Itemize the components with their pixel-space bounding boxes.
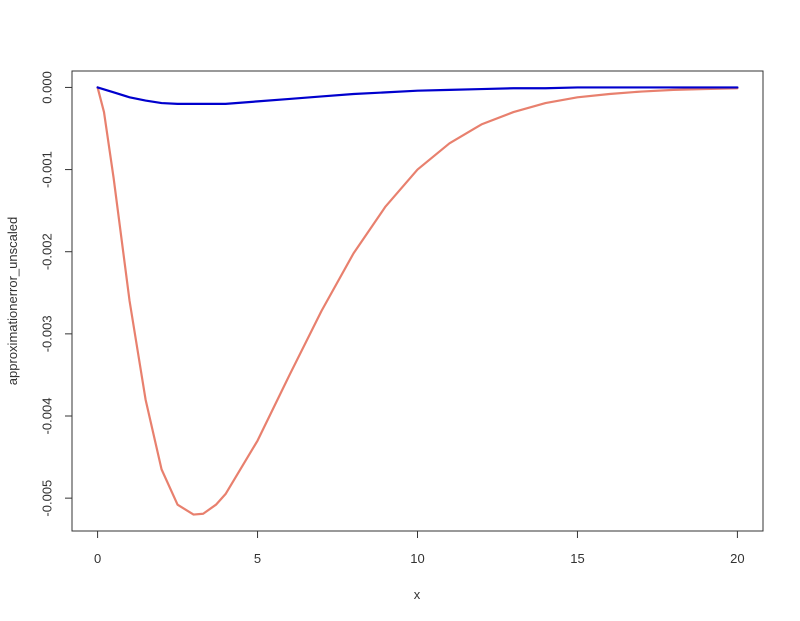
x-tick-label: 15 bbox=[570, 551, 584, 566]
y-tick-label: -0.001 bbox=[39, 151, 54, 188]
x-tick-label: 20 bbox=[730, 551, 744, 566]
x-tick-label: 10 bbox=[410, 551, 424, 566]
y-axis-title: approximationerror_unscaled bbox=[5, 217, 20, 385]
x-axis: 0 5 10 15 20 bbox=[94, 530, 745, 566]
series-line-1 bbox=[96, 86, 739, 516]
y-axis: 0.000 -0.001 -0.002 -0.003 -0.004 -0.005 bbox=[39, 71, 73, 517]
series-line-2 bbox=[96, 86, 739, 105]
x-tick-label: 0 bbox=[94, 551, 101, 566]
y-tick-label: -0.002 bbox=[39, 233, 54, 270]
x-axis-title: x bbox=[414, 587, 421, 602]
y-tick-label: -0.004 bbox=[39, 398, 54, 435]
series-layer bbox=[96, 86, 739, 516]
y-tick-label: -0.005 bbox=[39, 480, 54, 517]
y-tick-label: 0.000 bbox=[39, 71, 54, 104]
y-tick-label: -0.003 bbox=[39, 315, 54, 352]
x-tick-label: 5 bbox=[254, 551, 261, 566]
